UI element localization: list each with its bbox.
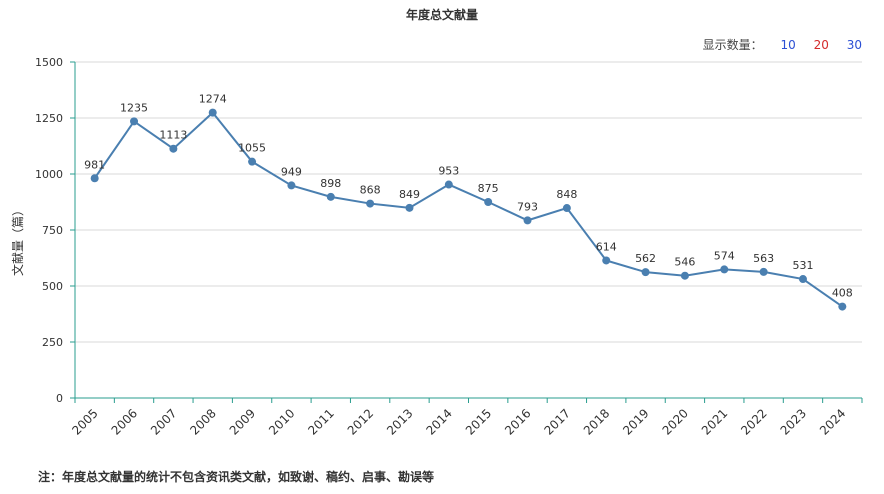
data-point [798, 275, 807, 284]
x-tick-label: 2007 [148, 406, 179, 437]
data-point [523, 216, 532, 225]
data-point [641, 268, 650, 277]
x-tick-label: 2022 [738, 406, 769, 437]
data-point [720, 265, 729, 274]
x-tick-label: 2015 [463, 406, 494, 437]
x-tick-label: 2011 [305, 406, 336, 437]
data-label: 1055 [238, 142, 266, 155]
data-label: 614 [596, 240, 617, 253]
data-label: 546 [674, 256, 695, 269]
y-tick-label: 1500 [35, 56, 63, 69]
x-tick-label: 2005 [69, 406, 100, 437]
data-point [444, 180, 453, 189]
y-tick-label: 0 [56, 392, 63, 405]
display-count-option-30[interactable]: 30 [846, 38, 862, 52]
data-point [287, 181, 296, 190]
data-point [208, 108, 217, 117]
x-tick-label: 2021 [699, 406, 730, 437]
data-label: 875 [478, 182, 499, 195]
data-label: 793 [517, 200, 538, 213]
data-point [248, 157, 257, 166]
x-tick-label: 2014 [423, 406, 454, 437]
display-count-option-10[interactable]: 10 [780, 38, 796, 52]
x-tick-label: 2019 [620, 406, 651, 437]
data-label: 898 [320, 177, 341, 190]
x-tick-label: 2006 [109, 406, 140, 437]
y-tick-label: 1000 [35, 168, 63, 181]
y-tick-label: 250 [42, 336, 63, 349]
data-point [759, 267, 768, 276]
series-line [93, 111, 843, 308]
data-label: 1113 [159, 129, 187, 142]
x-tick-label: 2018 [581, 406, 612, 437]
data-point [366, 199, 375, 208]
chart-title: 年度总文献量 [405, 8, 478, 22]
y-tick-label: 750 [42, 224, 63, 237]
data-label: 1274 [199, 93, 227, 106]
data-label: 981 [84, 158, 105, 171]
display-count-option-20[interactable]: 20 [813, 38, 829, 52]
x-tick-label: 2008 [187, 406, 218, 437]
data-label: 408 [832, 287, 853, 300]
data-label: 531 [792, 259, 813, 272]
data-label: 563 [753, 252, 774, 265]
data-point [130, 117, 139, 126]
data-point [602, 256, 611, 265]
data-label: 574 [714, 249, 735, 262]
x-tick-label: 2012 [345, 406, 376, 437]
y-tick-label: 500 [42, 280, 63, 293]
y-tick-label: 1250 [35, 112, 63, 125]
data-point [838, 302, 847, 311]
data-label: 868 [360, 184, 381, 197]
data-label: 953 [438, 165, 459, 178]
x-tick-label: 2016 [502, 406, 533, 437]
x-tick-label: 2020 [660, 406, 691, 437]
data-point [484, 198, 493, 206]
data-point [562, 204, 571, 213]
data-label: 1235 [120, 101, 148, 114]
y-axis-label: 文献量（篇） [10, 204, 25, 276]
x-tick-label: 2023 [778, 406, 809, 437]
footnote: 注：年度总文献量的统计不包含资讯类文献，如致谢、稿约、启事、勘误等 [38, 470, 435, 484]
x-tick-label: 2017 [541, 406, 572, 437]
display-count-selector: 显示数量： 10 20 30 [703, 36, 862, 53]
display-count-label: 显示数量： [702, 38, 763, 52]
data-point [680, 271, 689, 280]
data-point [405, 203, 414, 212]
data-point [90, 174, 99, 183]
data-point [169, 144, 178, 153]
data-label: 848 [556, 188, 577, 201]
data-label: 949 [281, 165, 302, 178]
data-label: 849 [399, 188, 420, 201]
x-tick-label: 2024 [817, 406, 848, 437]
x-tick-label: 2009 [227, 406, 258, 437]
x-tick-label: 2013 [384, 406, 415, 437]
data-point [326, 192, 335, 201]
data-label: 562 [635, 252, 656, 265]
x-tick-label: 2010 [266, 406, 297, 437]
